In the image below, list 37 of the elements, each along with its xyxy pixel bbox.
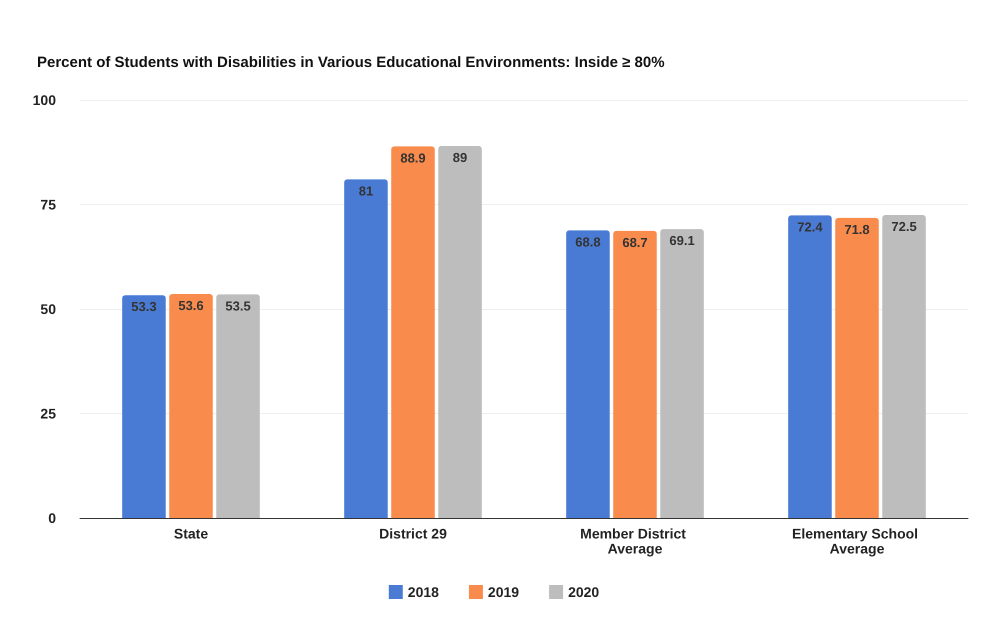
data-label: 81 — [358, 183, 374, 198]
bar — [391, 146, 435, 518]
x-tick-label: Member District Average — [580, 526, 690, 556]
data-label: 68.7 — [622, 234, 648, 250]
x-tick-label: State — [174, 526, 208, 542]
bar — [216, 294, 260, 518]
data-label: 88.9 — [400, 150, 426, 166]
y-tick-label: 100 — [32, 92, 56, 108]
bar — [438, 146, 482, 518]
bar — [613, 230, 657, 518]
bar — [169, 294, 213, 518]
legend-label: 2019 — [488, 584, 520, 600]
legend-label: 2020 — [568, 584, 600, 600]
x-tick-label: Elementary School Average — [792, 526, 922, 556]
legend-label: 2018 — [408, 584, 440, 600]
bar — [882, 214, 926, 518]
data-label: 72.5 — [891, 218, 917, 234]
data-label: 72.4 — [797, 219, 824, 234]
chart-title: Percent of Students with Disabilities in Various Educational Environments: Inside ≥ 80% — [37, 54, 665, 71]
bar — [788, 215, 832, 518]
bar — [660, 229, 704, 518]
bar — [344, 179, 388, 518]
bar — [835, 218, 879, 518]
data-label: 89 — [452, 150, 468, 165]
y-tick-label: 50 — [40, 301, 56, 317]
bar — [122, 295, 166, 518]
data-label: 53.6 — [178, 298, 204, 313]
data-label: 53.5 — [225, 298, 251, 314]
data-label: 69.1 — [669, 233, 695, 248]
data-label: 53.3 — [131, 299, 157, 314]
data-label: 68.8 — [575, 234, 601, 250]
bar — [566, 230, 610, 518]
x-tick-label: District 29 — [379, 526, 448, 542]
y-tick-label: 0 — [48, 510, 56, 526]
data-label: 71.8 — [844, 222, 870, 237]
y-tick-label: 25 — [40, 406, 56, 422]
y-tick-label: 75 — [40, 196, 56, 212]
